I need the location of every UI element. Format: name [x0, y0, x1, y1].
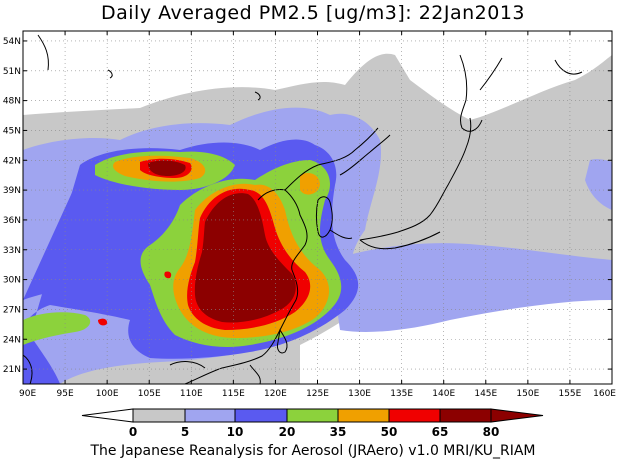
colorbar-label: 50 [381, 425, 398, 439]
lat-tick-label: 36N [3, 216, 21, 226]
lat-tick-label: 39N [3, 186, 21, 196]
contour-80-plus [148, 160, 296, 323]
lon-tick-label: 130E [348, 389, 371, 399]
lon-tick-label: 125E [306, 389, 329, 399]
colorbar-segment [81, 408, 134, 423]
colorbar-label: 35 [330, 425, 347, 439]
credit-line: The Japanese Reanalysis for Aerosol (JRA… [90, 443, 536, 459]
lat-tick-label: 48N [3, 97, 21, 107]
coastlines [23, 34, 583, 384]
lon-tick-label: 120E [264, 389, 287, 399]
lon-tick-label: 155E [558, 389, 581, 399]
colorbar-segment [337, 408, 390, 423]
colorbar-segment [234, 408, 288, 423]
colorbar-segment [184, 408, 236, 423]
lat-tick-label: 30N [3, 276, 21, 286]
lat-tick-label: 21N [3, 365, 21, 375]
colorbar-segment [388, 408, 441, 423]
map-gridlines [23, 31, 612, 384]
lon-tick-label: 135E [390, 389, 413, 399]
lon-tick-label: 150E [516, 389, 539, 399]
lon-tick-label: 90E [19, 389, 36, 399]
lon-tick-label: 140E [432, 389, 455, 399]
lat-tick-label: 33N [3, 246, 21, 256]
colorbar-segment [286, 408, 339, 423]
lon-tick-label: 115E [222, 389, 245, 399]
colorbar-label: 65 [432, 425, 449, 439]
colorbar-segment [439, 408, 492, 423]
lon-tick-label: 145E [474, 389, 497, 399]
colorbar: 0 5 10 20 35 50 65 80 [81, 408, 544, 439]
map-axes: 54N 51N 48N 45N 42N 39N 36N 33N 30N 27N 24N 21N 90E 9… [3, 31, 616, 399]
colorbar-label: 5 [181, 425, 189, 439]
lat-tick-label: 54N [3, 37, 21, 47]
colorbar-label: 0 [129, 425, 137, 439]
colorbar-label: 20 [279, 425, 296, 439]
lon-tick-label: 100E [96, 389, 119, 399]
lon-tick-label: 105E [138, 389, 161, 399]
lon-tick-label: 110E [180, 389, 203, 399]
concentration-field [23, 31, 612, 384]
lat-tick-label: 42N [3, 156, 21, 166]
lat-tick-label: 51N [3, 67, 21, 77]
colorbar-segment [490, 408, 544, 423]
map-title: Daily Averaged PM2.5 [ug/m3]: 22Jan2013 [100, 2, 526, 24]
colorbar-segment [132, 408, 186, 423]
colorbar-label: 10 [227, 425, 244, 439]
lat-tick-label: 27N [3, 305, 21, 315]
lat-tick-label: 45N [3, 126, 21, 136]
lon-tick-label: 160E [593, 389, 616, 399]
colorbar-label: 80 [483, 425, 500, 439]
lat-tick-label: 24N [3, 335, 21, 345]
lon-tick-label: 95E [57, 389, 74, 399]
